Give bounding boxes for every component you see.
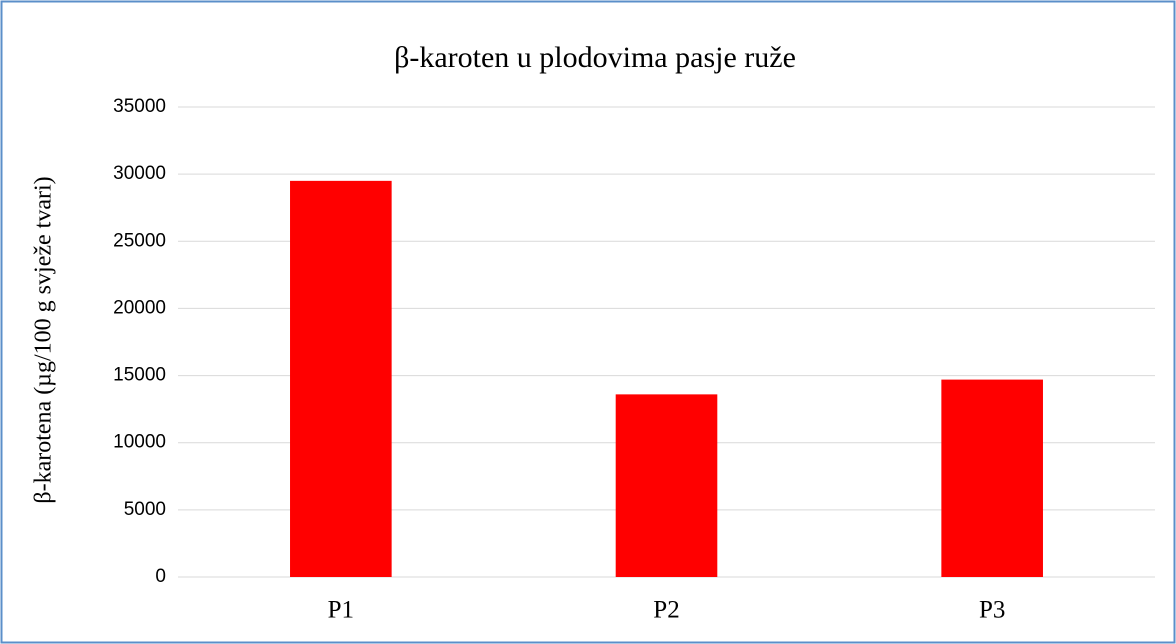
bar: [615, 394, 718, 577]
chart-title: β-karoten u plodovima pasje ruže: [394, 41, 796, 74]
y-tick-label: 35000: [113, 96, 166, 117]
y-tick-label: 0: [155, 566, 166, 587]
x-tick-label: P1: [328, 597, 354, 624]
y-tick-label: 5000: [124, 499, 166, 520]
y-tick-label: 15000: [113, 365, 166, 386]
x-tick-label: P2: [653, 597, 679, 624]
y-tick-label: 30000: [113, 163, 166, 184]
y-tick-label: 10000: [113, 432, 166, 453]
y-tick-label: 25000: [113, 230, 166, 251]
x-tick-label: P3: [979, 597, 1005, 624]
bar: [941, 379, 1043, 577]
y-axis-label: β-karotena (µg/100 g svježe tvari): [31, 176, 57, 503]
y-tick-label: 20000: [113, 297, 166, 318]
bar: [290, 180, 392, 577]
